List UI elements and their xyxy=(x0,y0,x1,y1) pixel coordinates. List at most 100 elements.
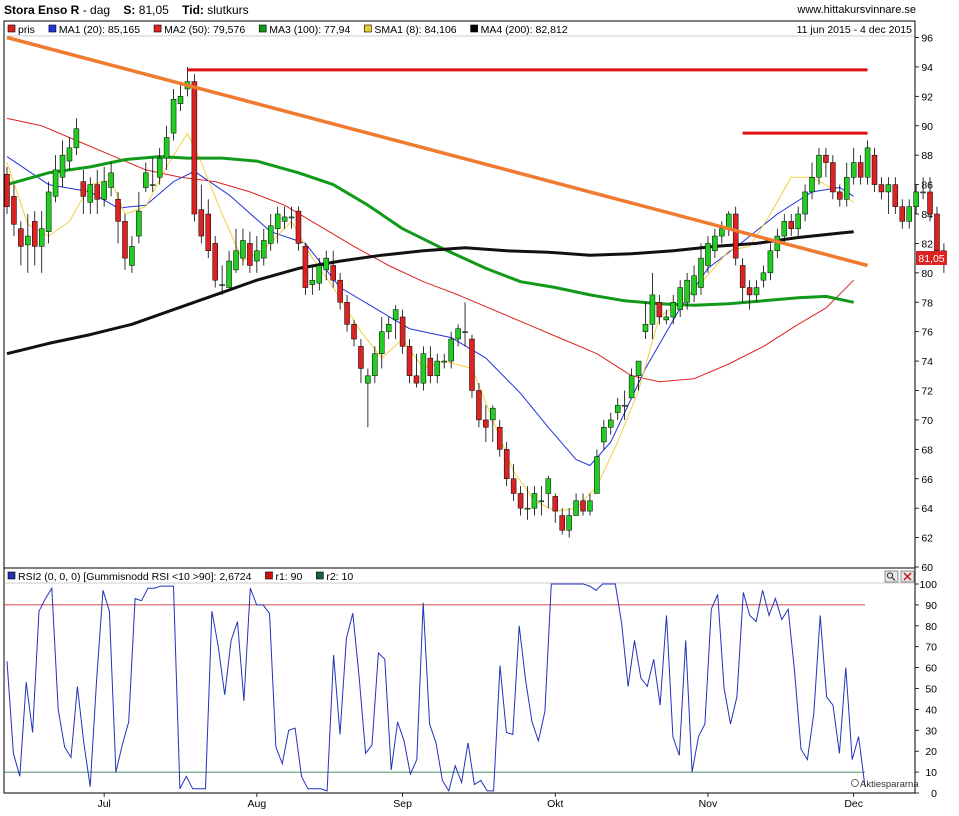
candle xyxy=(871,147,878,192)
candle xyxy=(413,353,420,388)
close-label: S: xyxy=(123,3,136,17)
price-tick-label: 62 xyxy=(921,533,933,545)
legend-swatch-5 xyxy=(470,24,478,33)
rsi-line xyxy=(6,583,866,793)
candle-body xyxy=(760,272,767,281)
price-tick-label: 78 xyxy=(921,297,933,309)
candle-body xyxy=(524,507,531,510)
candle-body xyxy=(115,199,121,222)
site-url[interactable]: www.hittakursvinnare.se xyxy=(797,4,916,16)
candle xyxy=(267,214,274,251)
candle-body xyxy=(32,221,38,247)
legend-label-2: MA2 (50): 79,576 xyxy=(164,24,245,36)
candle-body xyxy=(448,338,454,362)
candle xyxy=(580,493,586,516)
candle-body xyxy=(857,162,864,178)
rsi-tick-label: 40 xyxy=(925,704,937,716)
candle xyxy=(122,214,128,270)
candle xyxy=(101,166,107,207)
candle xyxy=(469,334,475,398)
candle-body xyxy=(59,154,66,178)
candle-body xyxy=(559,515,565,531)
legend-label-1: r1: 90 xyxy=(275,571,302,583)
candle-body xyxy=(469,338,475,391)
candle-body xyxy=(802,191,808,215)
candle xyxy=(351,319,357,347)
candle-body xyxy=(913,191,919,207)
candle xyxy=(663,309,670,325)
candle-body xyxy=(864,147,871,178)
date-range: 11 jun 2015 - 4 dec 2015 xyxy=(797,24,913,36)
zoom-icon[interactable] xyxy=(884,570,899,583)
candle-body xyxy=(4,174,10,207)
candle xyxy=(587,493,593,516)
candle-body xyxy=(254,250,260,262)
close-value: 81,05 xyxy=(138,3,169,17)
legend-swatch-1 xyxy=(265,571,273,580)
candle xyxy=(802,184,808,222)
candle-body xyxy=(566,515,572,531)
candle xyxy=(240,228,246,266)
time-tick-label: Nov xyxy=(699,798,718,810)
candle-body xyxy=(122,221,128,259)
candle xyxy=(136,191,142,244)
candle xyxy=(712,228,718,259)
candle-body xyxy=(66,147,73,162)
candle xyxy=(261,228,267,266)
candle-body xyxy=(267,225,274,244)
time-tick-label: Dec xyxy=(844,798,863,810)
candle xyxy=(191,74,198,222)
candle-body xyxy=(816,154,822,178)
candle xyxy=(295,206,302,251)
rsi-tick-label: 80 xyxy=(925,621,937,633)
candle xyxy=(129,236,135,273)
candle-body xyxy=(73,128,80,149)
candle xyxy=(788,214,794,237)
candle xyxy=(115,191,121,244)
candle-body xyxy=(205,213,212,252)
candle-body xyxy=(837,191,843,200)
candle xyxy=(691,265,697,303)
candle xyxy=(379,316,385,369)
rsi-legend: RSI2 (0, 0, 0) [Gummisnodd RSI <10 >90]:… xyxy=(7,571,353,583)
candle xyxy=(18,221,24,266)
candle-body xyxy=(670,302,676,318)
candle-body xyxy=(899,206,906,222)
legend-swatch-0 xyxy=(7,571,16,580)
candle xyxy=(573,493,579,516)
candle xyxy=(621,390,628,420)
aktiespararna-logo: Aktiespararna xyxy=(851,779,919,790)
candle-body xyxy=(52,169,59,197)
candle-body xyxy=(587,500,593,512)
price-tick-label: 64 xyxy=(921,503,933,515)
chart-header: Stora Enso R - dag S: 81,05 Tid: slutkur… xyxy=(4,3,249,17)
candle-body xyxy=(809,176,815,193)
candle xyxy=(531,486,538,516)
candle-body xyxy=(302,246,309,288)
candle xyxy=(566,508,572,538)
candle xyxy=(795,206,801,237)
candle xyxy=(503,441,510,487)
candle xyxy=(52,155,59,203)
candle-body xyxy=(684,279,690,303)
candle xyxy=(198,184,205,244)
rsi-tick-label: 60 xyxy=(925,663,937,675)
candle xyxy=(635,360,642,391)
candle-body xyxy=(288,216,295,219)
candle xyxy=(857,155,864,185)
candle-body xyxy=(365,375,371,384)
legend-label-4: SMA1 (8): 84,106 xyxy=(374,24,456,36)
candle xyxy=(677,280,683,317)
candle xyxy=(934,206,940,259)
candle xyxy=(66,137,73,170)
candle xyxy=(594,449,600,494)
candle xyxy=(4,166,10,214)
candle-body xyxy=(247,243,253,266)
close-panel-icon[interactable] xyxy=(900,570,915,583)
candle xyxy=(448,331,454,369)
candle-body xyxy=(427,357,434,377)
candle xyxy=(670,294,676,325)
candle xyxy=(524,486,531,520)
candle xyxy=(288,206,295,229)
